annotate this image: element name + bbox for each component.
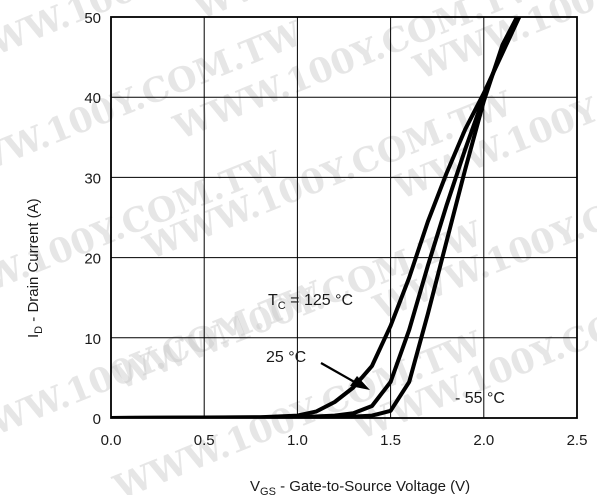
y-tick-label: 50 xyxy=(84,10,101,27)
y-tick-labels: 0 10 20 30 40 50 xyxy=(84,10,101,428)
y-tick-label: 20 xyxy=(84,251,101,268)
x-tick-label: 1.0 xyxy=(287,432,308,449)
series-line-0 xyxy=(111,17,522,418)
x-tick-label: 2.0 xyxy=(473,432,494,449)
annotation-25c: 25 °C xyxy=(266,349,306,366)
x-tick-label: 1.5 xyxy=(380,432,401,449)
annotation-minus55c: - 55 °C xyxy=(455,390,505,407)
annotation-arrow xyxy=(320,362,370,390)
y-tick-label: 10 xyxy=(84,331,101,348)
y-axis-label: ID - Drain Current (A) xyxy=(25,198,45,338)
x-tick-label: 0.5 xyxy=(194,432,215,449)
x-tick-label: 2.5 xyxy=(567,432,588,449)
x-tick-labels: 0.0 0.5 1.0 1.5 2.0 2.5 xyxy=(101,432,588,449)
plot-frame xyxy=(110,16,578,419)
y-tick-label: 30 xyxy=(84,170,101,187)
curves xyxy=(111,17,522,418)
x-axis-label: VGS - Gate-to-Source Voltage (V) xyxy=(250,478,470,495)
y-tick-label: 40 xyxy=(84,90,101,107)
x-tick-label: 0.0 xyxy=(101,432,122,449)
y-tick-label: 0 xyxy=(93,411,101,428)
series-line-2 xyxy=(111,17,520,418)
annotation-tc125: TC = 125 °C xyxy=(268,292,353,312)
